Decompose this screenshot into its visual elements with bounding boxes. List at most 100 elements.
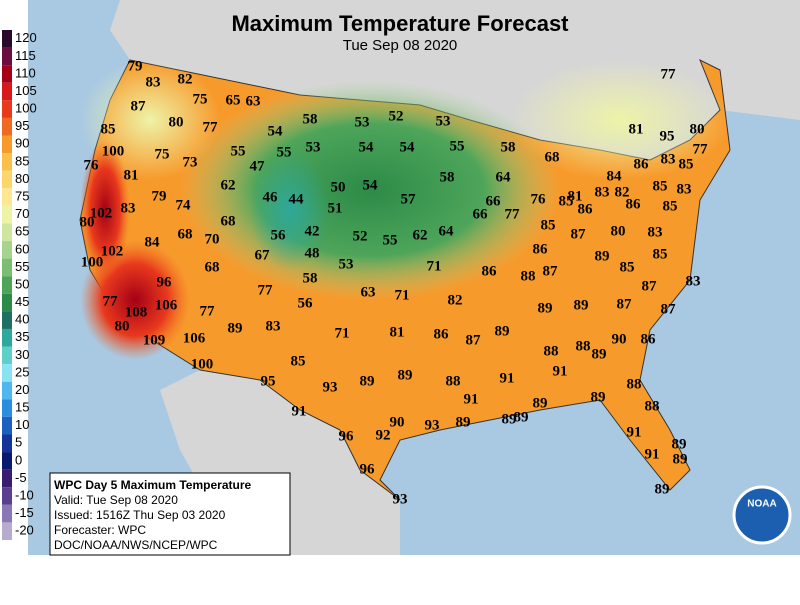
forecast-temp: 77	[203, 119, 219, 135]
legend-label: 25	[15, 364, 29, 379]
forecast-temp: 86	[434, 326, 450, 342]
forecast-temp: 100	[191, 356, 214, 372]
legend-swatch	[2, 346, 12, 365]
forecast-temp: 86	[533, 241, 549, 257]
forecast-temp: 96	[360, 461, 376, 477]
forecast-temp: 55	[231, 143, 246, 159]
legend-swatch	[2, 276, 12, 294]
forecast-temp: 46	[263, 189, 279, 205]
forecast-temp: 77	[103, 293, 119, 309]
legend-swatch	[2, 223, 12, 242]
forecast-temp: 83	[648, 224, 663, 240]
forecast-temp: 92	[376, 427, 391, 443]
legend-label: 85	[15, 153, 29, 168]
legend-label: 80	[15, 171, 29, 186]
forecast-temp: 68	[545, 149, 560, 165]
forecast-temp: 81	[390, 324, 405, 340]
forecast-temp: 85	[663, 198, 678, 214]
forecast-temp: 70	[205, 231, 220, 247]
hot-zone	[80, 140, 130, 280]
legend-label: -10	[15, 487, 34, 502]
forecast-temp: 95	[660, 128, 675, 144]
forecast-temp: 58	[303, 111, 318, 127]
forecast-temp: 77	[258, 282, 274, 298]
forecast-temp: 85	[653, 178, 668, 194]
info-line: DOC/NOAA/NWS/NCEP/WPC	[54, 538, 218, 552]
legend-label: -20	[15, 523, 34, 538]
legend-swatch	[2, 135, 12, 154]
legend-swatch	[2, 293, 12, 312]
info-line: Issued: 1516Z Thu Sep 03 2020	[54, 508, 226, 522]
forecast-temp: 91	[645, 446, 660, 462]
forecast-temp: 89	[360, 373, 375, 389]
forecast-temp: 89	[673, 451, 688, 467]
legend-label: 70	[15, 206, 29, 221]
forecast-temp: 56	[298, 295, 314, 311]
logo	[732, 485, 792, 545]
forecast-temp: 89	[502, 411, 517, 427]
forecast-temp: 73	[183, 154, 198, 170]
forecast-temp: 55	[383, 232, 398, 248]
legend-swatch	[2, 522, 12, 540]
legend-swatch	[2, 258, 12, 277]
forecast-temp: 54	[268, 123, 284, 139]
forecast-temp: 86	[641, 331, 657, 347]
legend-label: 35	[15, 329, 29, 344]
forecast-temp: 74	[176, 197, 192, 213]
forecast-temp: 76	[84, 157, 100, 173]
legend-label: 75	[15, 189, 29, 204]
legend-label: 5	[15, 435, 22, 450]
forecast-temp: 77	[505, 206, 521, 222]
forecast-temp: 89	[592, 346, 607, 362]
forecast-temp: 52	[389, 108, 404, 124]
legend-swatch	[2, 47, 12, 66]
legend-swatch	[2, 452, 12, 470]
forecast-temp: 53	[355, 114, 370, 130]
forecast-temp: 90	[612, 331, 627, 347]
forecast-temp: 86	[578, 201, 594, 217]
legend-label: 90	[15, 136, 29, 151]
forecast-temp: 54	[363, 177, 379, 193]
legend-label: 20	[15, 382, 29, 397]
legend-swatch	[2, 328, 12, 347]
forecast-temp: 63	[246, 93, 261, 109]
forecast-temp: 85	[679, 156, 694, 172]
forecast-temp: 89	[398, 367, 413, 383]
forecast-temp: 100	[81, 254, 104, 270]
legend-label: 40	[15, 312, 29, 327]
forecast-temp: 57	[401, 191, 417, 207]
legend-label: -15	[15, 505, 34, 520]
forecast-temp: 75	[155, 146, 170, 162]
legend-swatch	[2, 65, 12, 83]
forecast-temp: 56	[271, 227, 287, 243]
forecast-temp: 100	[102, 143, 125, 159]
forecast-temp: 54	[359, 139, 375, 155]
legend-swatch	[2, 399, 12, 417]
forecast-temp: 88	[627, 376, 642, 392]
forecast-temp: 87	[661, 301, 677, 317]
forecast-temp: 68	[205, 259, 220, 275]
legend-label: 50	[15, 276, 29, 291]
forecast-temp: 64	[439, 223, 455, 239]
forecast-temp: 88	[576, 338, 591, 354]
forecast-temp: 79	[128, 58, 143, 74]
legend-label: 0	[15, 452, 22, 467]
legend-label: -5	[15, 470, 27, 485]
forecast-temp: 51	[328, 200, 343, 216]
forecast-temp: 52	[353, 228, 368, 244]
forecast-temp: 71	[427, 258, 442, 274]
legend-swatch	[2, 205, 12, 224]
forecast-temp: 65	[226, 92, 241, 108]
legend-swatch	[2, 100, 12, 118]
forecast-temp: 96	[339, 428, 355, 444]
forecast-temp: 44	[289, 191, 305, 207]
forecast-temp: 88	[645, 398, 660, 414]
forecast-temp: 42	[305, 223, 320, 239]
forecast-temp: 90	[390, 414, 405, 430]
info-line: WPC Day 5 Maximum Temperature	[54, 478, 251, 492]
forecast-temp: 95	[261, 373, 276, 389]
forecast-temp: 91	[292, 403, 307, 419]
forecast-temp: 91	[627, 424, 642, 440]
forecast-temp: 66	[486, 193, 502, 209]
title: Maximum Temperature Forecast	[231, 11, 569, 36]
